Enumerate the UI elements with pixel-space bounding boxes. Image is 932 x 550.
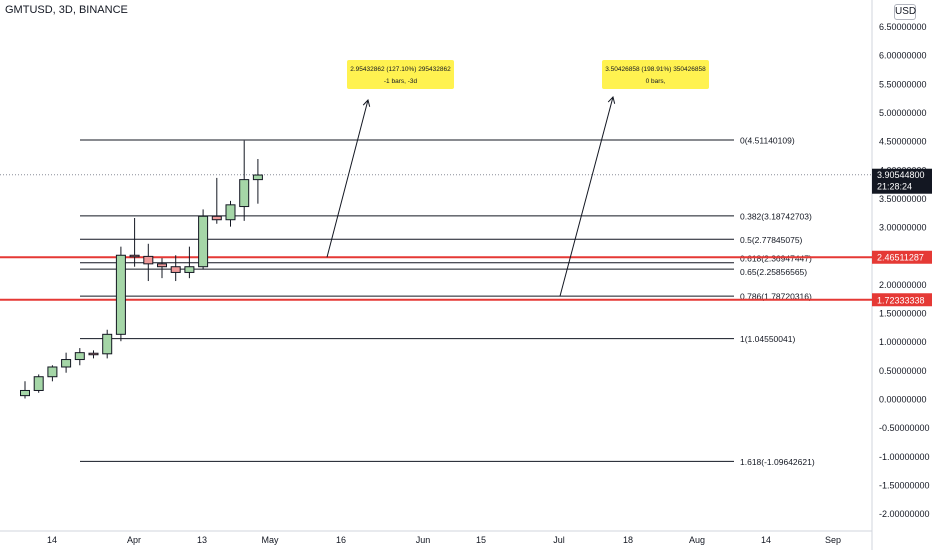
fib-level-label: 0(4.51140109) — [740, 135, 795, 145]
price-axis[interactable]: 6.50000000 6.00000000 5.50000000 5.00000000… — [879, 22, 930, 519]
current-price-label-bg — [872, 168, 932, 194]
candle-body — [61, 359, 72, 368]
price-tick-label: 6.00000000 — [879, 51, 927, 61]
candle-body — [102, 333, 113, 355]
candle-body — [184, 266, 195, 273]
red-line-price-label-bg — [872, 250, 932, 264]
time-tick-label: 18 — [623, 535, 633, 545]
price-tick-label: 3.50000000 — [879, 194, 927, 204]
price-tick-label: 5.00000000 — [879, 108, 927, 118]
currency-button[interactable]: USD — [894, 4, 916, 20]
candle-body — [239, 179, 250, 208]
time-tick-label: 16 — [336, 535, 346, 545]
candle-body — [20, 389, 30, 397]
candle-body — [88, 352, 99, 356]
candle-body — [157, 263, 167, 268]
price-tick-label: 6.50000000 — [879, 22, 927, 32]
horizontal-red-lines[interactable]: 2.46511287 1.72333338 — [0, 250, 932, 307]
candle-body — [225, 204, 236, 221]
time-tick-label: May — [261, 535, 279, 545]
projection-note-line1: 2.95432862 (127.10%) 295432862 — [350, 66, 451, 73]
current-price-label: 3.90544800 — [877, 170, 925, 180]
time-tick-label: Jun — [416, 535, 431, 545]
projection-notes[interactable]: 2.95432862 (127.10%) 295432862 -1 bars, -… — [347, 60, 709, 89]
candle-countdown-label: 21:28:24 — [877, 182, 912, 192]
projection-note-line2: 0 bars, — [646, 78, 666, 85]
candle-body — [47, 366, 58, 378]
price-tick-label: -2.00000000 — [879, 509, 930, 519]
fib-level-label: 0.5(2.77845075) — [740, 235, 803, 245]
time-axis[interactable]: 14 Apr 13 May 16 Jun 15 Jul 18 Aug 14 Sep — [47, 535, 841, 545]
projection-arrow-head — [362, 98, 371, 107]
candle-body — [170, 266, 181, 273]
time-tick-label: Sep — [825, 535, 841, 545]
red-line-price-label: 2.46511287 — [877, 253, 924, 263]
projection-arrows[interactable] — [326, 95, 616, 297]
price-tick-label: -1.00000000 — [879, 452, 930, 462]
fib-level-label: 0.65(2.25856565) — [740, 267, 807, 277]
red-line-price-label-bg — [872, 293, 932, 307]
projection-note-line1: 3.50426858 (198.91%) 350426858 — [605, 66, 706, 73]
projection-arrow-line[interactable] — [559, 96, 614, 297]
candle-body — [33, 376, 44, 391]
fib-level-label: 0.382(3.18742703) — [740, 211, 812, 221]
price-tick-label: -1.50000000 — [879, 480, 930, 490]
time-tick-label: 15 — [476, 535, 486, 545]
projection-arrow-line[interactable] — [326, 99, 369, 258]
fib-level-label: 0.618(2.36947447) — [740, 254, 812, 264]
fibonacci-retracement[interactable]: 0(4.51140109) 0.382(3.18742703) 0.5(2.7784… — [80, 135, 815, 467]
candle-body — [143, 255, 154, 265]
price-tick-label: 0.50000000 — [879, 366, 927, 376]
candle-body — [129, 254, 140, 258]
candle-body — [252, 174, 263, 181]
price-tick-label: 3.00000000 — [879, 223, 927, 233]
candlestick-series — [20, 140, 263, 399]
candle-body — [198, 215, 209, 268]
price-tick-label: 2.00000000 — [879, 280, 927, 290]
red-line-price-label: 1.72333338 — [877, 295, 925, 305]
time-tick-label: Jul — [553, 535, 565, 545]
time-tick-label: Apr — [127, 535, 141, 545]
price-tick-label: 1.50000000 — [879, 309, 927, 319]
projection-arrow-head — [607, 95, 616, 104]
fib-level-label: 1(1.04550041) — [740, 334, 795, 344]
fib-level-label: 1.618(-1.09642621) — [740, 457, 815, 467]
candle-body — [211, 215, 222, 221]
projection-note-box[interactable] — [347, 60, 454, 89]
candle-body — [115, 254, 126, 335]
candle-body — [74, 352, 85, 361]
fib-level-label: 0.786(1.78720316) — [740, 292, 812, 302]
time-tick-label: Aug — [689, 535, 705, 545]
price-tick-label: 1.00000000 — [879, 337, 927, 347]
time-tick-label: 14 — [761, 535, 771, 545]
projection-note-line2: -1 bars, -3d — [384, 78, 418, 85]
time-tick-label: 13 — [197, 535, 207, 545]
price-tick-label: 4.50000000 — [879, 137, 927, 147]
projection-note-box[interactable] — [602, 60, 709, 89]
price-tick-label: -0.50000000 — [879, 423, 930, 433]
symbol-title: GMTUSD, 3D, BINANCE — [5, 4, 128, 16]
price-tick-label: 0.00000000 — [879, 395, 927, 405]
current-price-line: 3.90544800 21:28:24 — [0, 168, 932, 194]
time-tick-label: 14 — [47, 535, 57, 545]
price-tick-label: 5.50000000 — [879, 79, 927, 89]
